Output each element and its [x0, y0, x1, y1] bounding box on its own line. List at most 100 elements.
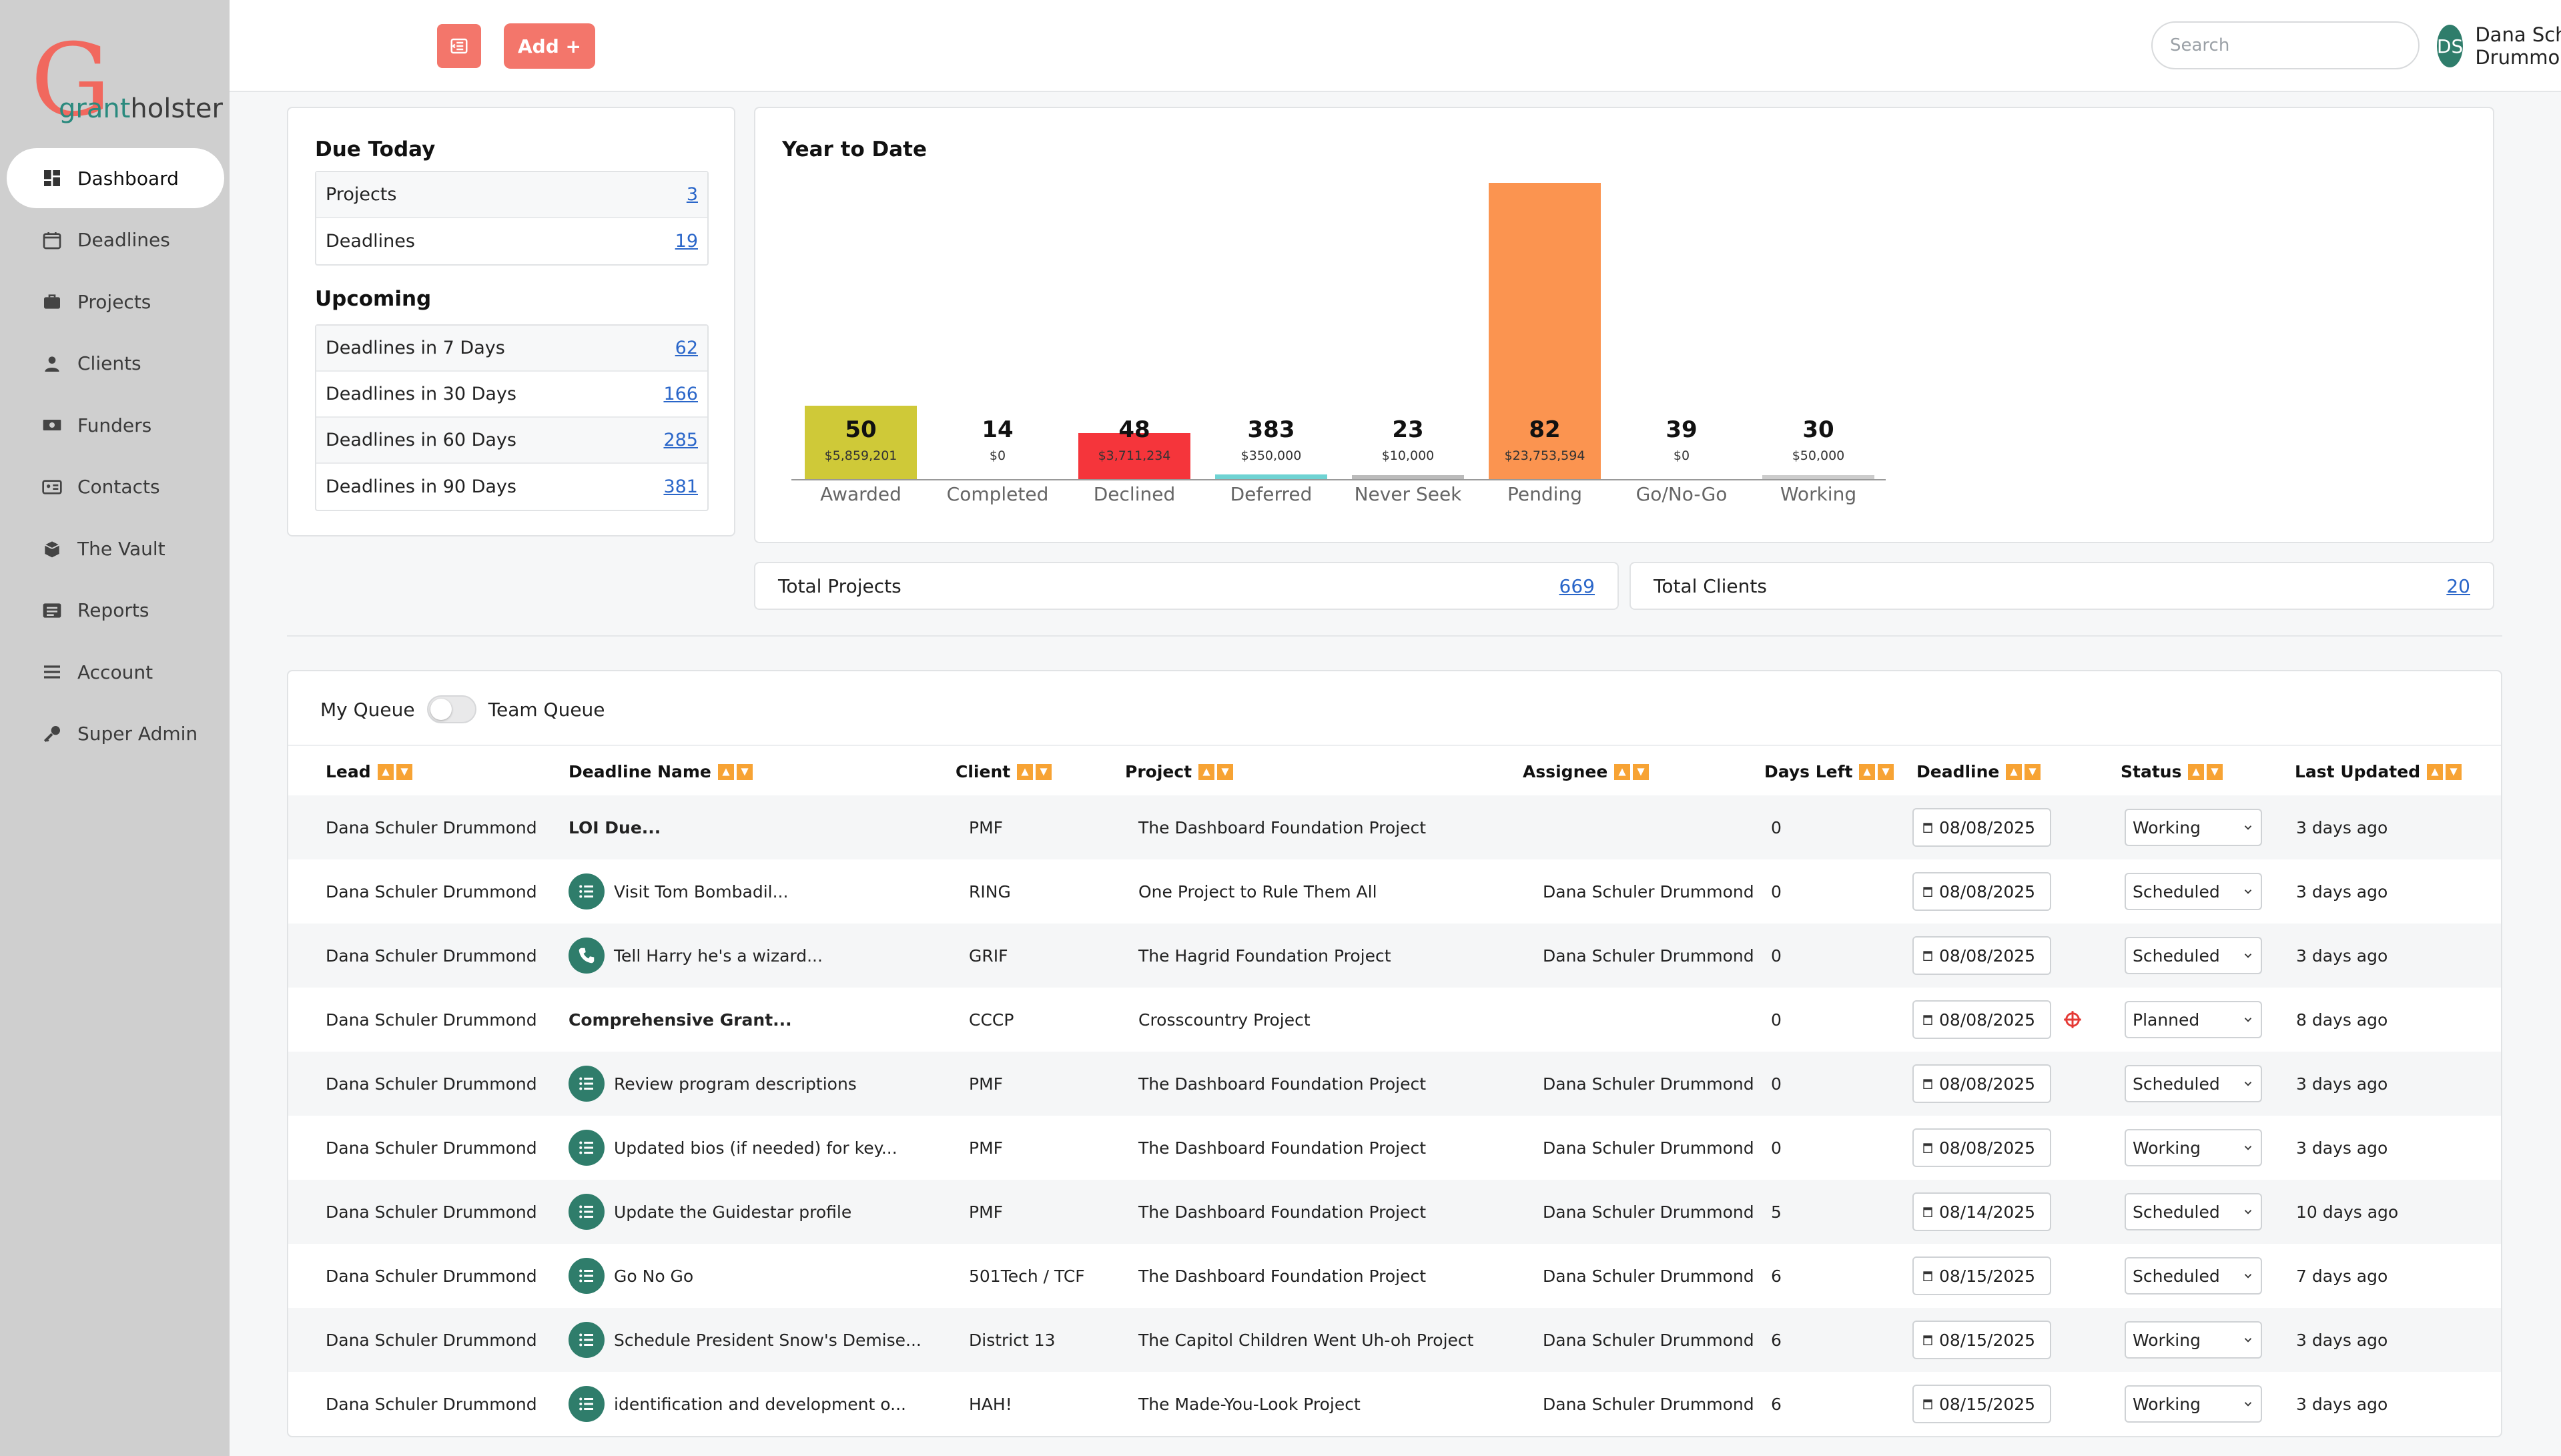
chart-bar[interactable] — [1762, 475, 1874, 479]
sidebar-item-deadlines[interactable]: Deadlines — [7, 210, 224, 270]
queue-switch[interactable] — [426, 695, 476, 723]
sidebar-item-contacts[interactable]: Contacts — [7, 457, 224, 517]
sort-desc-icon[interactable] — [1217, 763, 1234, 780]
sidebar-item-reports[interactable]: Reports — [7, 581, 224, 641]
list-item-count-link[interactable]: 166 — [663, 384, 698, 404]
sort-desc-icon[interactable] — [1633, 763, 1650, 780]
column-header-project[interactable]: Project — [1125, 762, 1236, 781]
status-select[interactable]: Working — [2125, 809, 2262, 846]
deadline-name-cell[interactable]: Go No Go — [569, 1244, 693, 1308]
chart-bar[interactable] — [1215, 474, 1327, 479]
sort-asc-icon[interactable] — [1859, 763, 1876, 780]
deadline-name[interactable]: Updated bios (if needed) for key... — [614, 1138, 897, 1158]
sidebar-item-account[interactable]: Account — [7, 642, 224, 702]
table-row[interactable]: Dana Schuler Drummond Go No Go 501Tech / T… — [288, 1244, 2501, 1308]
status-select[interactable]: Scheduled — [2125, 873, 2262, 910]
sidebar-item-clients[interactable]: Clients — [7, 334, 224, 394]
sidebar-item-projects[interactable]: Projects — [7, 272, 224, 332]
list-item-count-link[interactable]: 3 — [686, 184, 698, 205]
deadline-date-input[interactable]: 08/08/2025 — [1912, 1128, 2051, 1167]
table-row[interactable]: Dana Schuler Drummond Comprehensive Grant… — [288, 988, 2501, 1052]
deadline-name[interactable]: Schedule President Snow's Demise... — [614, 1330, 922, 1350]
add-button[interactable]: Add + — [504, 23, 595, 69]
table-row[interactable]: Dana Schuler Drummond Tell Harry he's a w… — [288, 924, 2501, 988]
alert-icon[interactable] — [2063, 1010, 2082, 1029]
sidebar-item-super-admin[interactable]: Super Admin — [7, 704, 224, 764]
deadline-name[interactable]: Update the Guidestar profile — [614, 1202, 852, 1222]
status-select[interactable]: Working — [2125, 1129, 2262, 1166]
deadline-date-input[interactable]: 08/15/2025 — [1912, 1256, 2051, 1295]
column-header-client[interactable]: Client — [956, 762, 1054, 781]
chart-bar[interactable] — [805, 406, 917, 479]
sort-desc-icon[interactable] — [1036, 763, 1052, 780]
deadline-name-cell[interactable]: LOI Due... — [569, 795, 661, 859]
table-row[interactable]: Dana Schuler Drummond Review program desc… — [288, 1052, 2501, 1116]
status-select[interactable]: Planned — [2125, 1001, 2262, 1038]
status-select[interactable]: Scheduled — [2125, 937, 2262, 974]
sort-asc-icon[interactable] — [377, 763, 394, 780]
deadline-name-cell[interactable]: Update the Guidestar profile — [569, 1180, 851, 1244]
deadline-date-input[interactable]: 08/08/2025 — [1912, 936, 2051, 975]
status-select[interactable]: Working — [2125, 1385, 2262, 1423]
deadline-name-cell[interactable]: Schedule President Snow's Demise... — [569, 1308, 922, 1372]
deadline-name[interactable]: identification and development o... — [614, 1394, 906, 1414]
total-clients-link[interactable]: 20 — [2446, 575, 2470, 597]
deadline-date-input[interactable]: 08/15/2025 — [1912, 1321, 2051, 1359]
status-select[interactable]: Scheduled — [2125, 1065, 2262, 1102]
sidebar-toggle-button[interactable] — [437, 24, 481, 68]
table-row[interactable]: Dana Schuler Drummond identification and … — [288, 1372, 2501, 1436]
total-projects-link[interactable]: 669 — [1559, 575, 1595, 597]
deadline-date-input[interactable]: 08/08/2025 — [1912, 872, 2051, 911]
deadline-name[interactable]: Tell Harry he's a wizard... — [614, 946, 823, 966]
chart-bar[interactable] — [1078, 432, 1190, 479]
sidebar-item-dashboard[interactable]: Dashboard — [7, 148, 224, 208]
deadline-name-cell[interactable]: identification and development o... — [569, 1372, 906, 1436]
sort-desc-icon[interactable] — [396, 763, 412, 780]
deadline-name-cell[interactable]: Review program descriptions — [569, 1052, 857, 1116]
deadline-name-cell[interactable]: Updated bios (if needed) for key... — [569, 1116, 897, 1180]
sort-asc-icon[interactable] — [1198, 763, 1215, 780]
deadline-name-cell[interactable]: Tell Harry he's a wizard... — [569, 924, 823, 988]
sort-desc-icon[interactable] — [2025, 763, 2041, 780]
deadline-name[interactable]: Review program descriptions — [614, 1074, 857, 1094]
sort-desc-icon[interactable] — [2446, 763, 2462, 780]
chart-bar[interactable] — [1352, 475, 1464, 479]
deadline-date-input[interactable]: 08/08/2025 — [1912, 1000, 2051, 1039]
list-item-count-link[interactable]: 62 — [675, 338, 698, 358]
sort-asc-icon[interactable] — [717, 763, 734, 780]
deadline-date-input[interactable]: 08/15/2025 — [1912, 1385, 2051, 1423]
deadline-name-cell[interactable]: Visit Tom Bombadil... — [569, 859, 788, 924]
list-item-count-link[interactable]: 19 — [675, 231, 698, 252]
column-header-deadline-name[interactable]: Deadline Name — [569, 762, 755, 781]
deadline-name[interactable]: Comprehensive Grant... — [569, 1010, 792, 1030]
sort-desc-icon[interactable] — [1878, 763, 1894, 780]
table-row[interactable]: Dana Schuler Drummond Schedule President … — [288, 1308, 2501, 1372]
deadline-date-input[interactable]: 08/14/2025 — [1912, 1192, 2051, 1231]
column-header-lead[interactable]: Lead — [326, 762, 415, 781]
sort-asc-icon[interactable] — [1614, 763, 1631, 780]
table-row[interactable]: Dana Schuler Drummond Updated bios (if ne… — [288, 1116, 2501, 1180]
deadline-date-input[interactable]: 08/08/2025 — [1912, 1064, 2051, 1103]
table-row[interactable]: Dana Schuler Drummond Update the Guidesta… — [288, 1180, 2501, 1244]
status-select[interactable]: Scheduled — [2125, 1257, 2262, 1295]
table-row[interactable]: Dana Schuler Drummond Visit Tom Bombadil.… — [288, 859, 2501, 924]
sort-asc-icon[interactable] — [1017, 763, 1034, 780]
sidebar-item-the-vault[interactable]: The Vault — [7, 518, 224, 579]
user-menu[interactable]: DS Dana Schuler Drummond — [2437, 23, 2561, 69]
table-row[interactable]: Dana Schuler Drummond LOI Due... PMF The Da… — [288, 795, 2501, 859]
deadline-name[interactable]: LOI Due... — [569, 817, 661, 837]
column-header-status[interactable]: Status — [2121, 762, 2225, 781]
list-item-count-link[interactable]: 381 — [663, 476, 698, 497]
chart-bar[interactable] — [1489, 183, 1601, 479]
sort-desc-icon[interactable] — [736, 763, 753, 780]
status-select[interactable]: Scheduled — [2125, 1193, 2262, 1230]
grantholster-logo[interactable]: G grantholster — [31, 31, 223, 132]
column-header-assignee[interactable]: Assignee — [1523, 762, 1652, 781]
status-select[interactable]: Working — [2125, 1321, 2262, 1359]
column-header-days-left[interactable]: Days Left — [1764, 762, 1896, 781]
search-input[interactable] — [2151, 21, 2420, 69]
deadline-date-input[interactable]: 08/08/2025 — [1912, 808, 2051, 847]
deadline-name[interactable]: Go No Go — [614, 1266, 694, 1286]
column-header-last-updated[interactable]: Last Updated — [2295, 762, 2464, 781]
sidebar-item-funders[interactable]: Funders — [7, 395, 224, 455]
